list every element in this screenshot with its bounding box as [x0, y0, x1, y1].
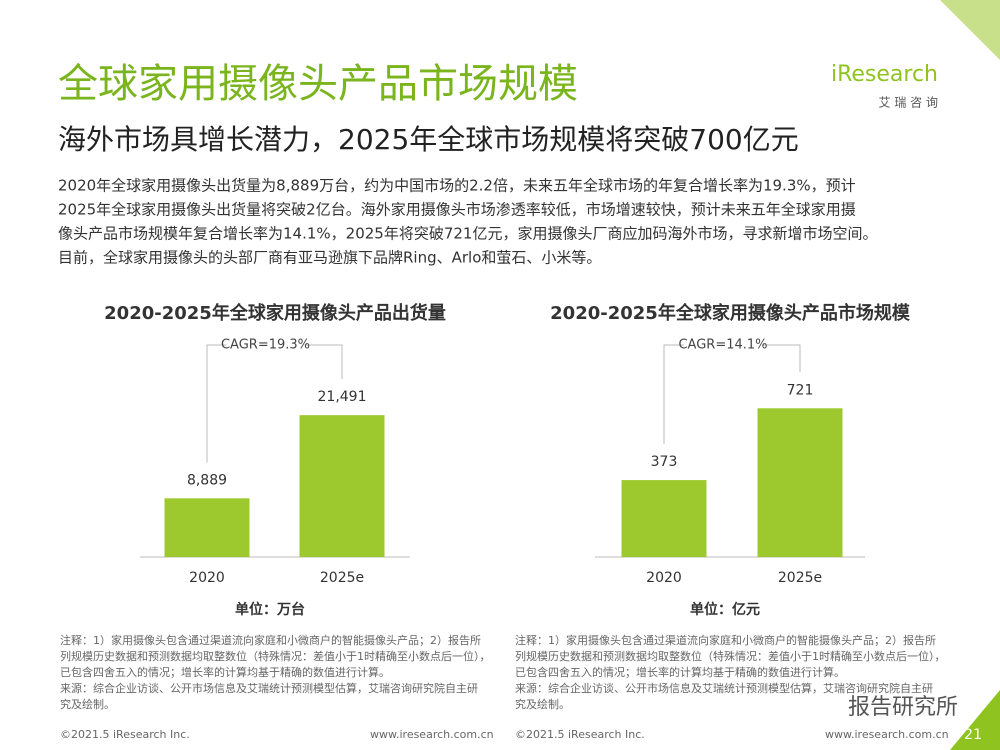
url: www.iresearch.com.cn: [370, 728, 494, 741]
cagr-label: CAGR=14.1%: [678, 338, 767, 353]
note-line: 已包含四舍五入的情况；增长率的计算均基于精确的数值进行计算。: [60, 665, 390, 679]
value-label: 721: [787, 382, 814, 398]
note-line: 列规模历史数据和预测数据均取整数位（特殊情况：差值小于1时精确至小数点后一位），: [60, 649, 491, 663]
watermark: 报告研究所: [848, 695, 958, 720]
note-line: 究及绘制。: [515, 697, 570, 711]
x-tick-label: 2025e: [320, 570, 364, 586]
value-label: 8,889: [187, 472, 227, 488]
copyright: ©2021.5 iResearch Inc.: [60, 728, 190, 741]
value-label: 21,491: [318, 389, 367, 405]
logo: iResearch: [831, 62, 938, 87]
value-label: 373: [651, 454, 678, 470]
chart-title: 2020-2025年全球家用摄像头产品市场规模: [550, 302, 911, 324]
slide-title: 全球家用摄像头产品市场规模: [58, 61, 578, 107]
note-line: 列规模历史数据和预测数据均取整数位（特殊情况：差值小于1时精确至小数点后一位），: [515, 649, 946, 663]
note-line: 来源：综合企业访谈、公开市场信息及艾瑞统计预测模型估算，艾瑞咨询研究院自主研: [60, 681, 478, 695]
body-line: 像头产品市场规模年复合增长率为14.1%，2025年将突破721亿元，家用摄像头…: [58, 225, 877, 243]
page-number: 21: [964, 727, 982, 743]
bar: [164, 498, 250, 557]
logo-subtitle: 艾 瑞 咨 询: [879, 95, 938, 110]
url: www.iresearch.com.cn: [825, 728, 949, 741]
bar: [621, 480, 707, 557]
chart-title: 2020-2025年全球家用摄像头产品出货量: [104, 302, 446, 324]
note-line: 注释：1）家用摄像头包含通过渠道流向家庭和小微商户的智能摄像头产品；2）报告所: [60, 633, 481, 647]
unit-label: 单位：亿元: [690, 601, 760, 618]
body-line: 目前，全球家用摄像头的头部厂商有亚马逊旗下品牌Ring、Arlo和萤石、小米等。: [58, 249, 601, 267]
x-tick-label: 2025e: [778, 570, 822, 586]
copyright: ©2021.5 iResearch Inc.: [515, 728, 645, 741]
body-line: 2025年全球家用摄像头出货量将突破2亿台。海外家用摄像头市场渗透率较低，市场增…: [58, 201, 856, 219]
cagr-label: CAGR=19.3%: [221, 338, 310, 353]
corner-decoration: [950, 690, 1000, 750]
charts: 2020-2025年全球家用摄像头产品出货量 8,889 2020 21,491 202…: [104, 302, 911, 618]
bar: [299, 415, 385, 557]
corner-decoration: [940, 0, 1000, 60]
x-tick-label: 2020: [646, 570, 682, 586]
slide-subtitle: 海外市场具增长潜力，2025年全球市场规模将突破700亿元: [58, 123, 799, 156]
unit-label: 单位：万台: [235, 601, 305, 618]
body-text: 2020年全球家用摄像头出货量为8,889万台，约为中国市场的2.2倍，未来五年…: [58, 177, 877, 267]
bar: [757, 408, 843, 557]
note-line: 注释：1）家用摄像头包含通过渠道流向家庭和小微商户的智能摄像头产品；2）报告所: [515, 633, 936, 647]
note-line: 已包含四舍五入的情况；增长率的计算均基于精确的数值进行计算。: [515, 665, 845, 679]
cagr-bracket: [663, 344, 801, 445]
note-line: 来源：综合企业访谈、公开市场信息及艾瑞统计预测模型估算，艾瑞咨询研究院自主研: [515, 681, 933, 695]
cagr-bracket: [206, 344, 343, 463]
body-line: 2020年全球家用摄像头出货量为8,889万台，约为中国市场的2.2倍，未来五年…: [58, 177, 856, 195]
notes: 注释：1）家用摄像头包含通过渠道流向家庭和小微商户的智能摄像头产品；2）报告所列…: [60, 633, 946, 711]
note-line: 究及绘制。: [60, 697, 115, 711]
x-tick-label: 2020: [189, 570, 225, 586]
